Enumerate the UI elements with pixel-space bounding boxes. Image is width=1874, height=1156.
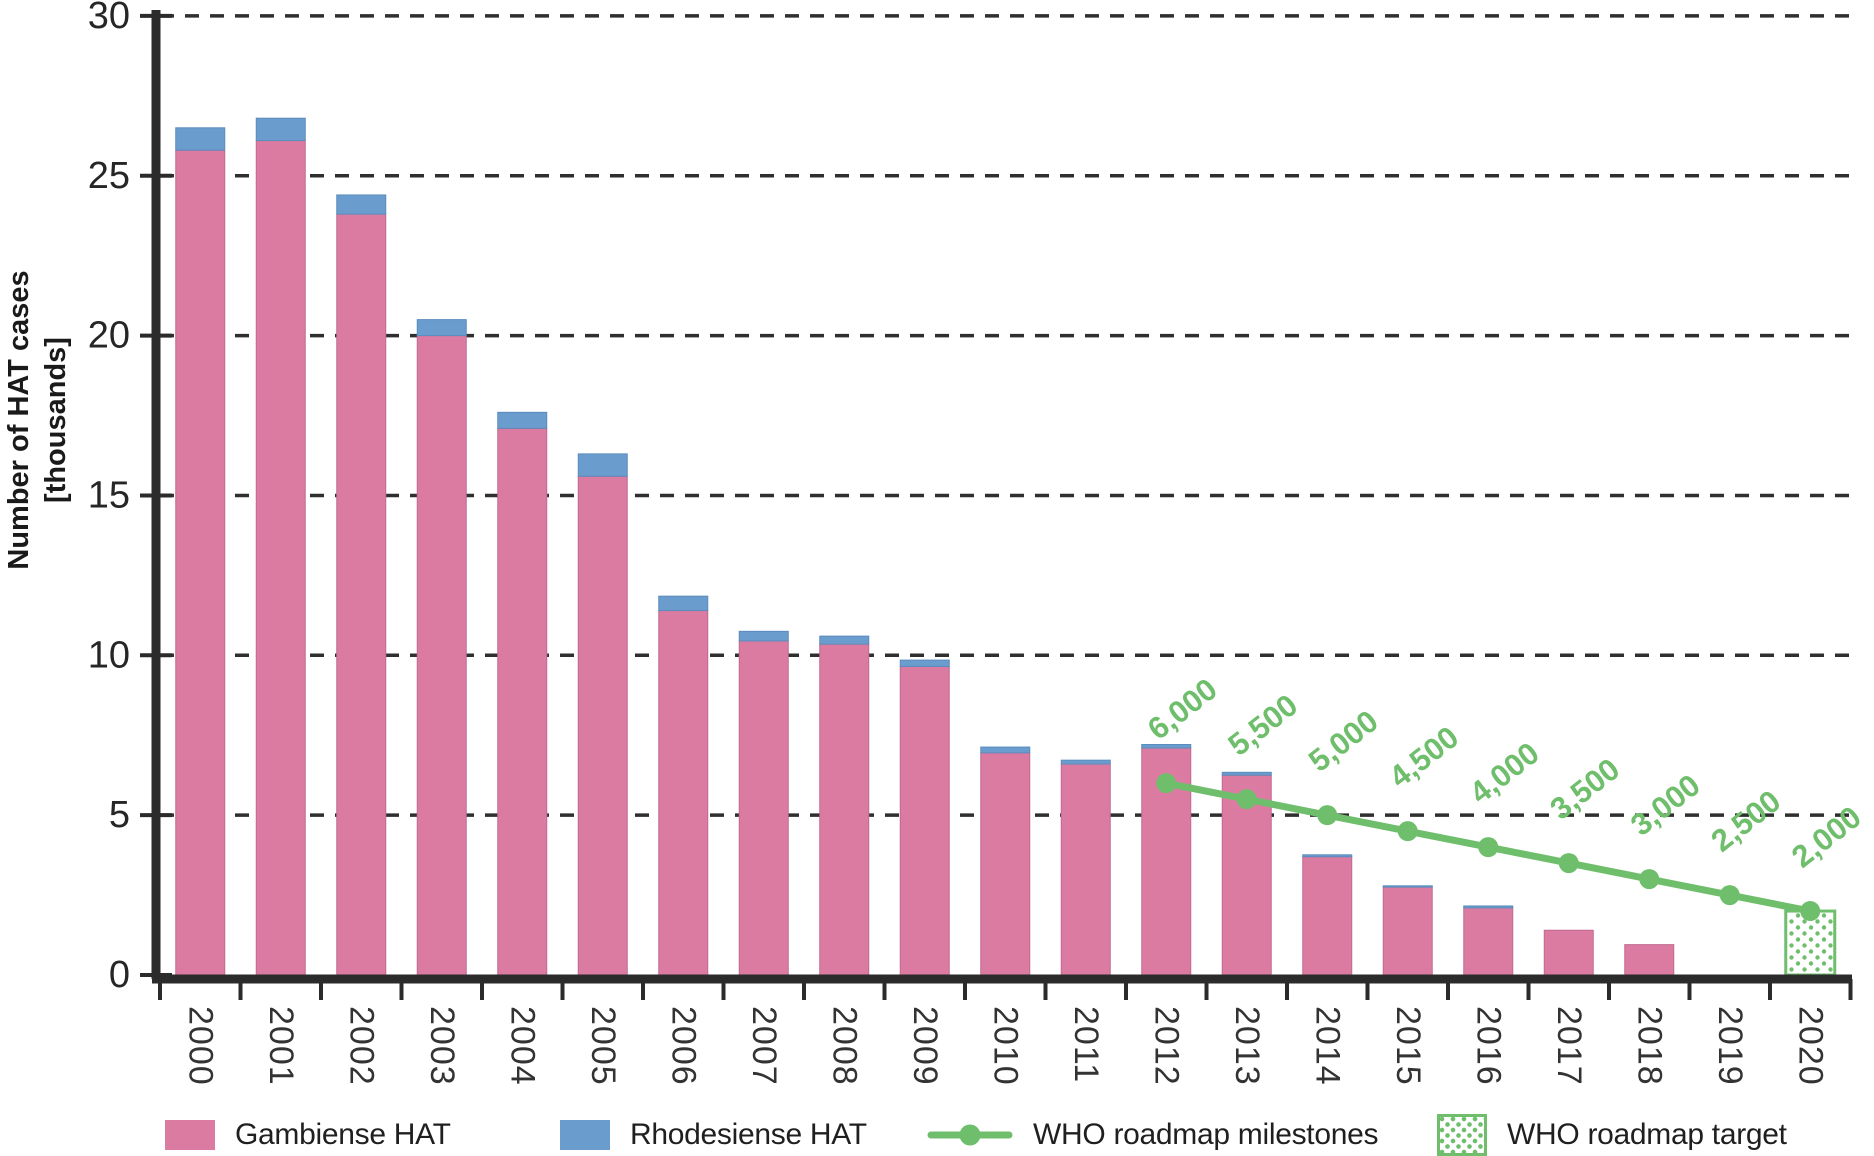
bar-gambiense-2018 xyxy=(1624,944,1675,976)
ytick-label-15: 15 xyxy=(88,474,130,516)
year-label-2008: 2008 xyxy=(825,1006,863,1086)
milestone-label-2012: 6,000 xyxy=(1141,671,1224,746)
bar-rhodesiense-2013 xyxy=(1221,771,1272,776)
legend-item-rhodesiense: Rhodesiense HAT xyxy=(560,1114,867,1156)
legend-label-target: WHO roadmap target xyxy=(1507,1118,1787,1151)
bar-rhodesiense-2010 xyxy=(980,746,1031,754)
bar-gambiense-2000 xyxy=(175,149,226,976)
milestone-dot-2012 xyxy=(1156,773,1177,794)
bar-gambiense-2001 xyxy=(255,140,306,976)
ytick-label-5: 5 xyxy=(109,794,130,836)
ytick-label-25: 25 xyxy=(88,155,130,197)
milestone-line-icon xyxy=(927,1124,1013,1146)
bar-rhodesiense-2000 xyxy=(175,127,226,151)
milestone-dot-2018 xyxy=(1639,869,1660,890)
milestone-label-2020: 2,000 xyxy=(1785,799,1868,874)
year-label-2002: 2002 xyxy=(342,1006,380,1086)
year-label-2005: 2005 xyxy=(584,1006,622,1086)
bar-gambiense-2003 xyxy=(416,335,467,976)
bar-rhodesiense-2009 xyxy=(899,659,950,667)
bar-gambiense-2007 xyxy=(738,640,789,976)
bar-rhodesiense-2006 xyxy=(658,595,709,612)
bar-rhodesiense-2014 xyxy=(1302,854,1353,858)
milestone-label-2016: 4,000 xyxy=(1463,735,1546,810)
year-label-2003: 2003 xyxy=(423,1006,461,1086)
bar-rhodesiense-2012 xyxy=(1141,743,1192,749)
year-label-2001: 2001 xyxy=(262,1006,300,1086)
milestone-dot-2019 xyxy=(1719,885,1740,906)
bar-gambiense-2008 xyxy=(819,643,870,976)
year-label-2010: 2010 xyxy=(986,1006,1024,1086)
milestone-dot-2016 xyxy=(1478,837,1499,858)
milestone-dot-2020 xyxy=(1800,901,1821,922)
year-label-2015: 2015 xyxy=(1389,1006,1427,1086)
year-label-2012: 2012 xyxy=(1147,1006,1185,1086)
bar-gambiense-2009 xyxy=(899,665,950,976)
bar-gambiense-2002 xyxy=(336,213,387,976)
ytick-label-10: 10 xyxy=(88,634,130,676)
bar-gambiense-2015 xyxy=(1382,886,1433,976)
bar-gambiense-2005 xyxy=(577,475,628,976)
milestone-dot-2013 xyxy=(1236,789,1257,810)
year-label-2011: 2011 xyxy=(1067,1006,1105,1083)
year-label-2018: 2018 xyxy=(1630,1006,1668,1086)
milestone-label-2019: 2,500 xyxy=(1705,783,1788,858)
bar-gambiense-2011 xyxy=(1060,763,1111,976)
year-label-2000: 2000 xyxy=(181,1006,219,1086)
milestone-dot-2014 xyxy=(1317,805,1338,826)
year-label-2006: 2006 xyxy=(664,1006,702,1086)
milestone-label-2013: 5,500 xyxy=(1222,687,1305,762)
legend-label-milestones: WHO roadmap milestones xyxy=(1033,1118,1379,1151)
bar-rhodesiense-2002 xyxy=(336,194,387,215)
year-label-2009: 2009 xyxy=(906,1006,944,1086)
bar-gambiense-2004 xyxy=(497,427,548,976)
milestone-label-2018: 3,000 xyxy=(1624,767,1707,842)
rhodesiense-swatch-icon xyxy=(560,1120,610,1150)
bar-rhodesiense-2016 xyxy=(1463,905,1514,909)
milestone-label-2015: 4,500 xyxy=(1383,719,1466,794)
ytick-label-20: 20 xyxy=(88,315,130,357)
y-axis-title-line1: Number of HAT cases xyxy=(3,270,35,569)
bar-gambiense-2014 xyxy=(1302,856,1353,976)
milestone-label-2014: 5,000 xyxy=(1302,703,1385,778)
bar-rhodesiense-2015 xyxy=(1382,885,1433,888)
year-label-2020: 2020 xyxy=(1791,1006,1829,1086)
year-label-2014: 2014 xyxy=(1308,1006,1346,1086)
legend-item-gambiense: Gambiense HAT xyxy=(165,1114,451,1156)
milestone-dot-2017 xyxy=(1558,853,1579,874)
year-label-2019: 2019 xyxy=(1711,1006,1749,1086)
legend-label-gambiense: Gambiense HAT xyxy=(235,1118,451,1151)
bar-gambiense-2010 xyxy=(980,752,1031,976)
year-label-2013: 2013 xyxy=(1228,1006,1266,1086)
ytick-label-30: 30 xyxy=(88,0,130,37)
bar-rhodesiense-2011 xyxy=(1060,759,1111,765)
bar-rhodesiense-2001 xyxy=(255,117,306,142)
year-label-2017: 2017 xyxy=(1550,1006,1588,1086)
ytick-label-0: 0 xyxy=(109,954,130,996)
bar-rhodesiense-2005 xyxy=(577,453,628,477)
target-swatch-icon xyxy=(1437,1114,1487,1156)
gambiense-swatch-icon xyxy=(165,1120,215,1150)
bar-gambiense-2017 xyxy=(1543,929,1594,976)
year-label-2016: 2016 xyxy=(1469,1006,1507,1086)
bar-gambiense-2016 xyxy=(1463,907,1514,976)
bar-gambiense-2006 xyxy=(658,610,709,976)
y-axis-title-line2: [thousands] xyxy=(40,337,72,503)
legend-item-target: WHO roadmap target xyxy=(1437,1114,1787,1156)
legend-label-rhodesiense: Rhodesiense HAT xyxy=(630,1118,867,1151)
bar-rhodesiense-2003 xyxy=(416,319,467,337)
chart-legend: Gambiense HAT Rhodesiense HAT WHO roadma… xyxy=(165,1114,1845,1156)
bar-rhodesiense-2008 xyxy=(819,635,870,645)
year-label-2004: 2004 xyxy=(503,1006,541,1086)
bar-rhodesiense-2007 xyxy=(738,630,789,642)
bar-rhodesiense-2004 xyxy=(497,411,548,429)
legend-item-milestones: WHO roadmap milestones xyxy=(927,1114,1378,1156)
milestone-dot-2015 xyxy=(1397,821,1418,842)
year-label-2007: 2007 xyxy=(745,1006,783,1086)
